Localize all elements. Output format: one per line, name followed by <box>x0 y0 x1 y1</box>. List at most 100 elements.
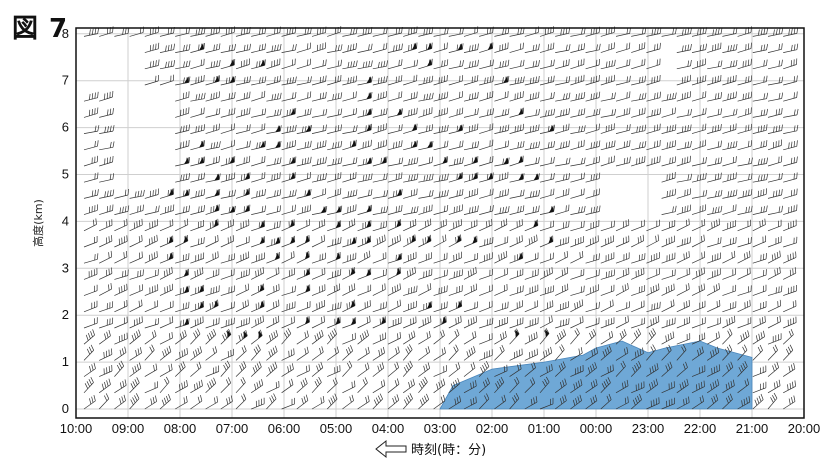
wind-barb <box>402 344 413 361</box>
wind-barb <box>175 76 191 86</box>
wind-barb <box>372 301 387 313</box>
wind-barb <box>570 188 585 199</box>
wind-barb <box>281 316 295 329</box>
wind-barb <box>311 219 326 232</box>
wind-barb <box>707 205 723 215</box>
wind-barb <box>296 284 311 296</box>
wind-barb <box>433 316 447 329</box>
wind-barb <box>266 283 280 296</box>
wind-barb <box>266 189 282 199</box>
wind-barb <box>99 348 113 361</box>
wind-barb <box>570 220 585 232</box>
wind-barb <box>783 395 796 410</box>
wind-barb <box>767 266 781 280</box>
wind-barb <box>402 393 413 410</box>
wind-barb <box>175 253 190 264</box>
wind-barb <box>159 188 175 199</box>
wind-barb <box>296 301 311 313</box>
wind-barb <box>144 42 160 53</box>
wind-barb <box>479 90 494 102</box>
wind-barb <box>555 59 570 70</box>
wind-barb <box>190 42 205 53</box>
wind-barb <box>646 301 661 313</box>
wind-barb <box>767 333 782 345</box>
wind-barb <box>311 267 326 280</box>
wind-barb <box>767 107 783 118</box>
x-tick-label: 03:00 <box>424 421 457 436</box>
wind-barb <box>235 251 250 264</box>
wind-barb <box>600 155 615 167</box>
wind-barb <box>494 218 508 232</box>
wind-barb <box>281 107 297 118</box>
wind-barb <box>615 140 631 151</box>
wind-barb <box>722 236 737 248</box>
wind-barb <box>296 330 309 345</box>
wind-barb <box>99 301 114 313</box>
wind-barb <box>281 378 294 394</box>
wind-barb <box>646 252 660 264</box>
wind-barb <box>296 234 310 248</box>
wind-barb <box>615 301 630 313</box>
wind-barb <box>554 361 566 377</box>
wind-barb <box>174 329 187 345</box>
wind-barb <box>494 124 510 134</box>
wind-barb <box>539 376 550 394</box>
wind-barb <box>129 284 143 296</box>
wind-barb <box>83 300 98 313</box>
wind-barb <box>539 156 555 167</box>
wind-barb <box>175 301 190 313</box>
wind-barb <box>387 124 403 134</box>
wind-barb <box>190 58 205 70</box>
wind-barb <box>281 301 296 313</box>
wind-barb <box>783 251 797 264</box>
wind-barb <box>175 234 189 248</box>
x-axis-title: 時刻(時：分) <box>375 439 486 459</box>
wind-barb <box>631 75 646 86</box>
wind-barb <box>570 316 584 329</box>
wind-barb <box>737 250 751 264</box>
wind-barb <box>570 379 583 394</box>
wind-barb <box>631 42 646 53</box>
wind-barb <box>99 108 114 118</box>
wind-barb <box>327 44 343 53</box>
wind-barb <box>372 362 385 377</box>
wind-barb <box>114 27 130 37</box>
wind-barb <box>707 299 721 313</box>
wind-barb <box>646 74 661 86</box>
wind-barb <box>205 251 219 264</box>
wind-barb <box>144 344 155 361</box>
wind-barb <box>387 317 402 329</box>
wind-barb <box>433 173 449 183</box>
x-tick-label: 01:00 <box>528 421 561 436</box>
wind-barb <box>767 219 782 232</box>
wind-barb <box>448 234 462 248</box>
wind-barb <box>509 59 525 70</box>
wind-barb <box>570 43 585 53</box>
wind-barb <box>357 173 373 183</box>
wind-barb <box>175 139 190 151</box>
wind-barb <box>478 377 490 394</box>
wind-barb <box>539 300 554 313</box>
wind-barb <box>585 91 601 102</box>
wind-barb <box>600 220 615 232</box>
wind-barb <box>554 394 567 410</box>
wind-barb <box>251 397 265 410</box>
wind-barb <box>555 140 570 151</box>
wind-barb <box>159 43 175 53</box>
wind-barb <box>266 108 282 118</box>
wind-barb <box>327 92 343 102</box>
wind-barb <box>524 317 539 329</box>
wind-barb <box>752 218 766 232</box>
wind-barb <box>463 283 478 296</box>
wind-barb <box>767 43 783 53</box>
wind-barb <box>600 317 615 329</box>
wind-barb <box>190 27 206 37</box>
wind-barb <box>494 301 509 313</box>
wind-barb <box>83 155 99 167</box>
wind-barb <box>433 156 448 167</box>
wind-barb <box>129 204 144 215</box>
wind-barb <box>342 125 358 134</box>
wind-barb <box>615 267 630 280</box>
wind-barb <box>418 75 434 86</box>
wind-barb <box>281 204 296 215</box>
